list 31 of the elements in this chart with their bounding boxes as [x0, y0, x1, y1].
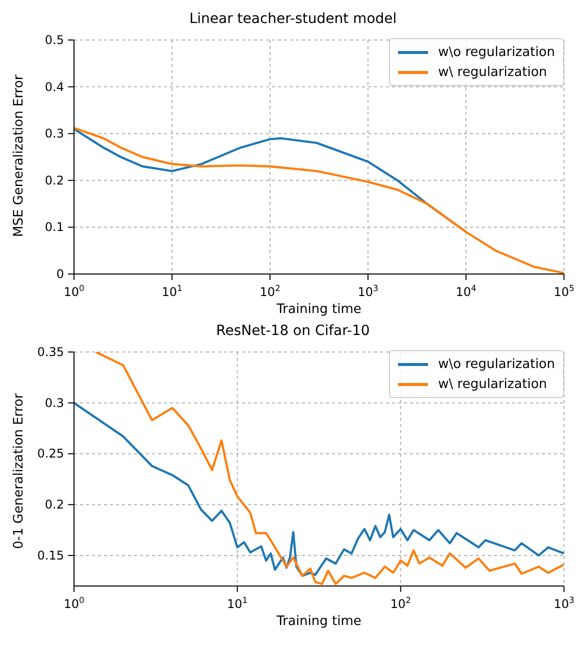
x-tick-label: 10$^{3}$ [554, 595, 574, 611]
x-axis-title: Training time [276, 613, 362, 631]
x-tick-label: 10$^{0}$ [64, 595, 84, 611]
y-tick-label: 0.2 [44, 173, 64, 188]
y-axis-title: 0-1 Generalization Error [12, 392, 27, 549]
x-tick-label: 10$^{2}$ [260, 283, 280, 299]
y-tick-label: 0.1 [44, 220, 64, 234]
y-tick-label: 0.4 [44, 80, 64, 94]
y-axis-title: MSE Generalization Error [12, 74, 27, 237]
x-tick-label: 10$^{2}$ [390, 595, 411, 611]
x-tick-label: 10$^{3}$ [358, 283, 378, 299]
legend-label: w\o regularization [438, 44, 555, 60]
chart-title: Linear teacher-student model [188, 10, 398, 29]
x-tick-label: 10$^{5}$ [554, 283, 574, 299]
y-tick-label: 0.25 [37, 446, 64, 461]
x-tick-label: 10$^{0}$ [64, 283, 84, 299]
y-tick-label: 0.15 [37, 548, 64, 562]
y-tick-label: 0 [56, 267, 64, 281]
legend-label: w\ regularization [438, 376, 548, 392]
x-tick-label: 10$^{1}$ [227, 595, 248, 611]
y-tick-label: 0.3 [44, 396, 64, 410]
x-tick-label: 10$^{4}$ [456, 283, 476, 299]
legend-label: w\ regularization [438, 64, 548, 80]
y-tick-label: 0.3 [44, 126, 64, 141]
legend-label: w\o regularization [438, 356, 555, 372]
y-tick-label: 0.5 [44, 33, 64, 47]
x-tick-label: 10$^{1}$ [162, 283, 182, 299]
y-tick-label: 0.2 [44, 498, 64, 512]
y-tick-label: 0.35 [37, 345, 64, 359]
x-axis-title: Training time [276, 301, 362, 319]
chart-title: ResNet-18 on Cifar-10 [215, 322, 371, 341]
